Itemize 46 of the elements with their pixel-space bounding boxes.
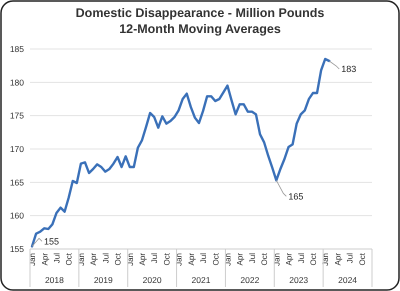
data-label: 155 [44, 236, 60, 246]
x-tick-label: Jul [101, 252, 110, 264]
y-tick-label: 185 [10, 44, 24, 54]
x-tick-label: Oct [308, 252, 318, 266]
x-tick-label: Apr [236, 252, 245, 266]
text: 2019 [94, 275, 114, 285]
x-tick-label: Apr [89, 252, 98, 266]
x-tick-label: Jul [248, 252, 257, 264]
x-tick-label: Jul [150, 252, 160, 264]
x-tick-label: Apr [186, 252, 196, 266]
y-tick-label: 165 [10, 177, 24, 188]
text: 2024 [338, 275, 358, 285]
x-tick-label: Oct [211, 252, 220, 266]
x-tick-label: Apr [284, 252, 294, 266]
y-tick-label: 175 [10, 110, 24, 121]
text: 2020 [142, 275, 162, 285]
y-tick-label: 160 [10, 210, 24, 221]
x-tick-label: Apr [333, 252, 342, 266]
text: 2018 [44, 275, 64, 285]
x-tick-label: Jul [296, 252, 306, 264]
x-tick-label: Jan [126, 253, 135, 266]
data-label: 165 [288, 191, 304, 202]
chart-title: Domestic Disappearance - Million Pounds 12-Month Moving Averages [76, 6, 324, 36]
y-tick-label: 170 [10, 144, 24, 154]
x-tick-label: Jan [76, 253, 86, 266]
x-tick-label: Jan [223, 253, 232, 266]
line-series [30, 58, 330, 248]
x-tick-label: Jul [199, 252, 208, 264]
x-tick-label: Apr [138, 252, 147, 266]
x-tick-label: Oct [358, 252, 367, 266]
text: 2022 [240, 275, 260, 285]
x-tick-label: Jan [321, 253, 330, 266]
text: 2021 [192, 275, 211, 285]
y-tick-label: 155 [10, 244, 24, 254]
x-tick-label: Oct [64, 252, 74, 266]
x-tick-label: Oct [260, 252, 270, 266]
x-tick-label: Jan [174, 253, 184, 266]
x-tick-label: Apr [40, 252, 50, 266]
data-label: 183 [341, 64, 356, 74]
x-tick-label: Oct [114, 252, 123, 266]
x-tick-label: Jul [346, 252, 355, 264]
x-tick-label: Jan [272, 253, 282, 266]
x-tick-label: Jul [52, 252, 62, 264]
text: 2023 [289, 275, 308, 285]
x-tick-label: Oct [162, 252, 172, 266]
y-tick-label: 180 [10, 77, 24, 88]
